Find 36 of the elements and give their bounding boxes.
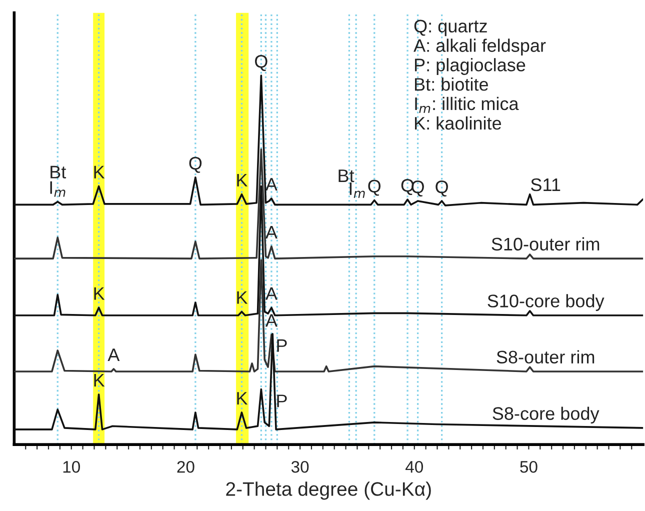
annotation: A bbox=[265, 226, 278, 238]
annotation: K bbox=[237, 291, 248, 304]
annotation: Bt bbox=[338, 170, 354, 182]
x-tick-label: 20 bbox=[177, 460, 194, 473]
text: Q: quartz bbox=[414, 20, 487, 36]
text: P: plagioclase bbox=[415, 58, 526, 75]
annotation: K bbox=[237, 174, 248, 186]
x-tick-label: 40 bbox=[406, 460, 423, 473]
annotation: Bt I$_{m}$ bbox=[50, 166, 66, 197]
x-axis-title: 2-Theta degree (Cu-Kα) bbox=[226, 482, 431, 500]
annotation: Q bbox=[436, 180, 448, 196]
series-label: S10-outer rim bbox=[492, 237, 600, 251]
x-tick-label: 30 bbox=[291, 460, 309, 473]
x-tick-label: 50 bbox=[520, 460, 538, 473]
annotation: K: kaolinite bbox=[415, 116, 502, 130]
series-label: S8-core body bbox=[492, 406, 600, 424]
annotation: K bbox=[94, 166, 105, 178]
annotation: K bbox=[237, 392, 248, 405]
series-label: S10-core body bbox=[488, 294, 604, 311]
annotation: K bbox=[94, 287, 105, 300]
annotation: I$_{m}$ bbox=[350, 182, 365, 198]
annotation: P bbox=[277, 394, 287, 408]
text: A: alkali feldspar bbox=[414, 38, 546, 56]
annotation: Q bbox=[255, 54, 268, 72]
annotation: A bbox=[265, 287, 278, 300]
series-label: S11 bbox=[531, 178, 560, 192]
annotation: P bbox=[277, 339, 287, 352]
annotation: Q bbox=[368, 180, 381, 196]
annotation: Q bbox=[189, 156, 202, 173]
annotation: A bbox=[265, 314, 278, 327]
annotation: A bbox=[108, 348, 120, 361]
x-tick-label: 10 bbox=[63, 460, 80, 473]
series-label: S8-outer rim bbox=[496, 350, 594, 364]
annotation: I$_{m}$: illitic mica bbox=[415, 96, 519, 113]
annotation: K bbox=[94, 374, 105, 386]
annotation: Bt: biotite bbox=[415, 78, 488, 91]
